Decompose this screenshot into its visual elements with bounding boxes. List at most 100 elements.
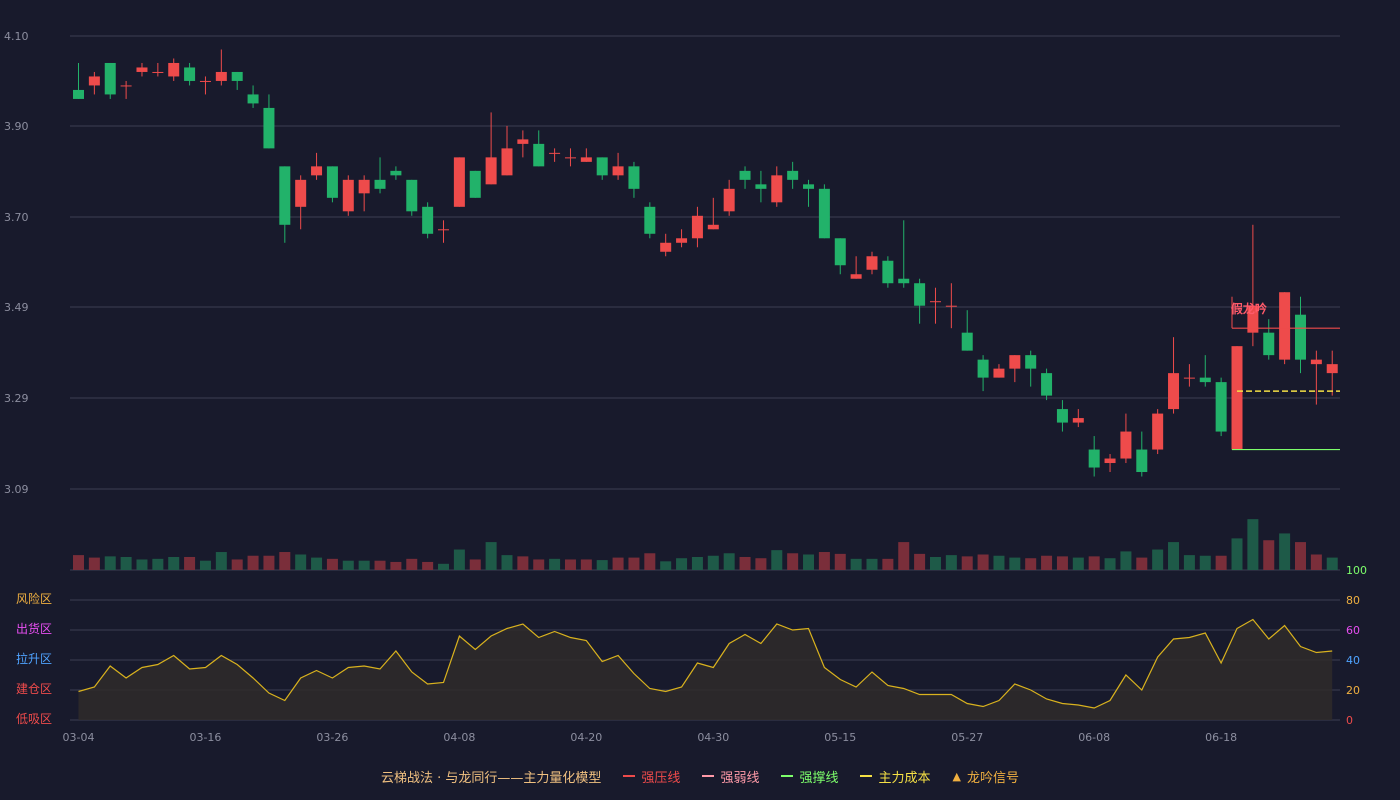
candle-body [787,170,799,180]
volume-bar [422,561,434,570]
price-tick-label: 3.09 [4,483,29,496]
volume-bar [803,554,815,570]
candle-body [104,62,116,95]
candle-body [945,305,957,307]
volume-bar [136,559,148,570]
zone-label: 拉升区 [16,651,52,666]
volume-bar [374,560,386,570]
legend-item-strength[interactable]: 强弱线 [702,767,759,786]
candle [1199,355,1211,387]
volume-bar [1104,558,1116,570]
candle-body [1120,431,1132,459]
candle [1088,436,1100,477]
volume-bar [834,553,846,570]
price-tick-label: 3.49 [4,301,29,314]
volume-bar [1041,555,1053,570]
volume-bar [390,561,402,570]
candle-body [803,184,815,189]
candle-body [453,157,465,207]
candlesticks [73,49,1338,477]
candle-body [1041,373,1053,396]
volume-bar [469,559,481,570]
date-tick-label: 04-08 [443,731,475,744]
candle [644,202,656,239]
candle-body [628,166,640,189]
volume-bar [945,555,957,570]
candle [73,62,84,99]
date-tick-label: 03-04 [63,731,95,744]
candle-body [1009,355,1021,369]
candle [199,76,211,95]
volume-bar [564,559,576,570]
legend-item-resistance[interactable]: 强压线 [623,767,680,786]
volume-bar [73,555,84,570]
candle-body [199,80,211,82]
candle-body [1310,359,1322,365]
candle [1247,224,1259,347]
candle [1104,454,1116,473]
candle-body [152,71,164,73]
volume-bar [1168,542,1180,570]
volume-bar [596,560,608,570]
candle-body [612,166,624,176]
volume-bar [1183,555,1195,570]
volume-bar [88,557,100,570]
candle [803,179,815,207]
osc-tick-label: 0 [1346,714,1353,727]
candle-body [215,71,227,81]
candle [739,166,751,189]
candle [660,233,672,257]
candle [104,62,116,99]
volume-bar [295,554,307,570]
date-tick-label: 03-16 [189,731,221,744]
candle [120,80,132,99]
date-tick-label: 05-15 [824,731,856,744]
volume-bar [707,555,719,570]
volume-bar [977,554,989,570]
candle-body [771,175,783,203]
candle-body [1025,355,1037,369]
candle [326,166,338,203]
volume-bar [1247,519,1259,570]
resistance-line-swatch [623,775,636,777]
legend-title: 云梯战法 · 与龙同行——主力量化模型 [381,767,601,786]
volume-bar [120,556,132,570]
volume-bar [929,556,941,570]
osc-tick-label: 100 [1346,564,1367,577]
candle-body [961,332,973,351]
candle-body [850,274,862,279]
candle [549,148,561,162]
candle [1041,368,1053,401]
candle [517,130,529,158]
candle [914,278,926,324]
candle [231,71,243,90]
candle-body [1088,449,1100,468]
zone-label: 风险区 [16,591,52,606]
legend-item-support[interactable]: 强撑线 [781,767,838,786]
candle-body [914,283,926,306]
legend-label-strength: 强弱线 [720,770,760,786]
candle-body [374,179,386,189]
candle [1152,409,1164,455]
candle [755,170,767,203]
chart-legend: 云梯战法 · 与龙同行——主力量化模型 强压线 强弱线 强撑线 主力成本 ▲ 龙… [0,766,1400,786]
candle [1025,350,1037,387]
candle [1009,355,1021,383]
candle [961,310,973,351]
candle-body [1072,418,1084,423]
candle-body [1215,382,1227,432]
legend-item-cost[interactable]: 主力成本 [860,767,930,786]
candle [866,251,878,275]
candle-body [549,152,561,154]
volume-bar [914,553,926,570]
volume-bar [517,556,529,570]
volume-bar [961,556,973,570]
legend-label-signal: 龙吟信号 [966,770,1019,786]
candle [263,94,275,149]
oscillator-panel: 0 20 40 60 80 100 低吸区 建仓区 拉升区 出货区 风险区 [16,564,1367,727]
legend-title-label: 云梯战法 · 与龙同行——主力量化模型 [381,770,602,786]
candle [215,49,227,86]
volume-bar [1279,533,1291,570]
volume-bar [549,558,561,570]
legend-item-signal[interactable]: ▲ 龙吟信号 [952,767,1018,786]
